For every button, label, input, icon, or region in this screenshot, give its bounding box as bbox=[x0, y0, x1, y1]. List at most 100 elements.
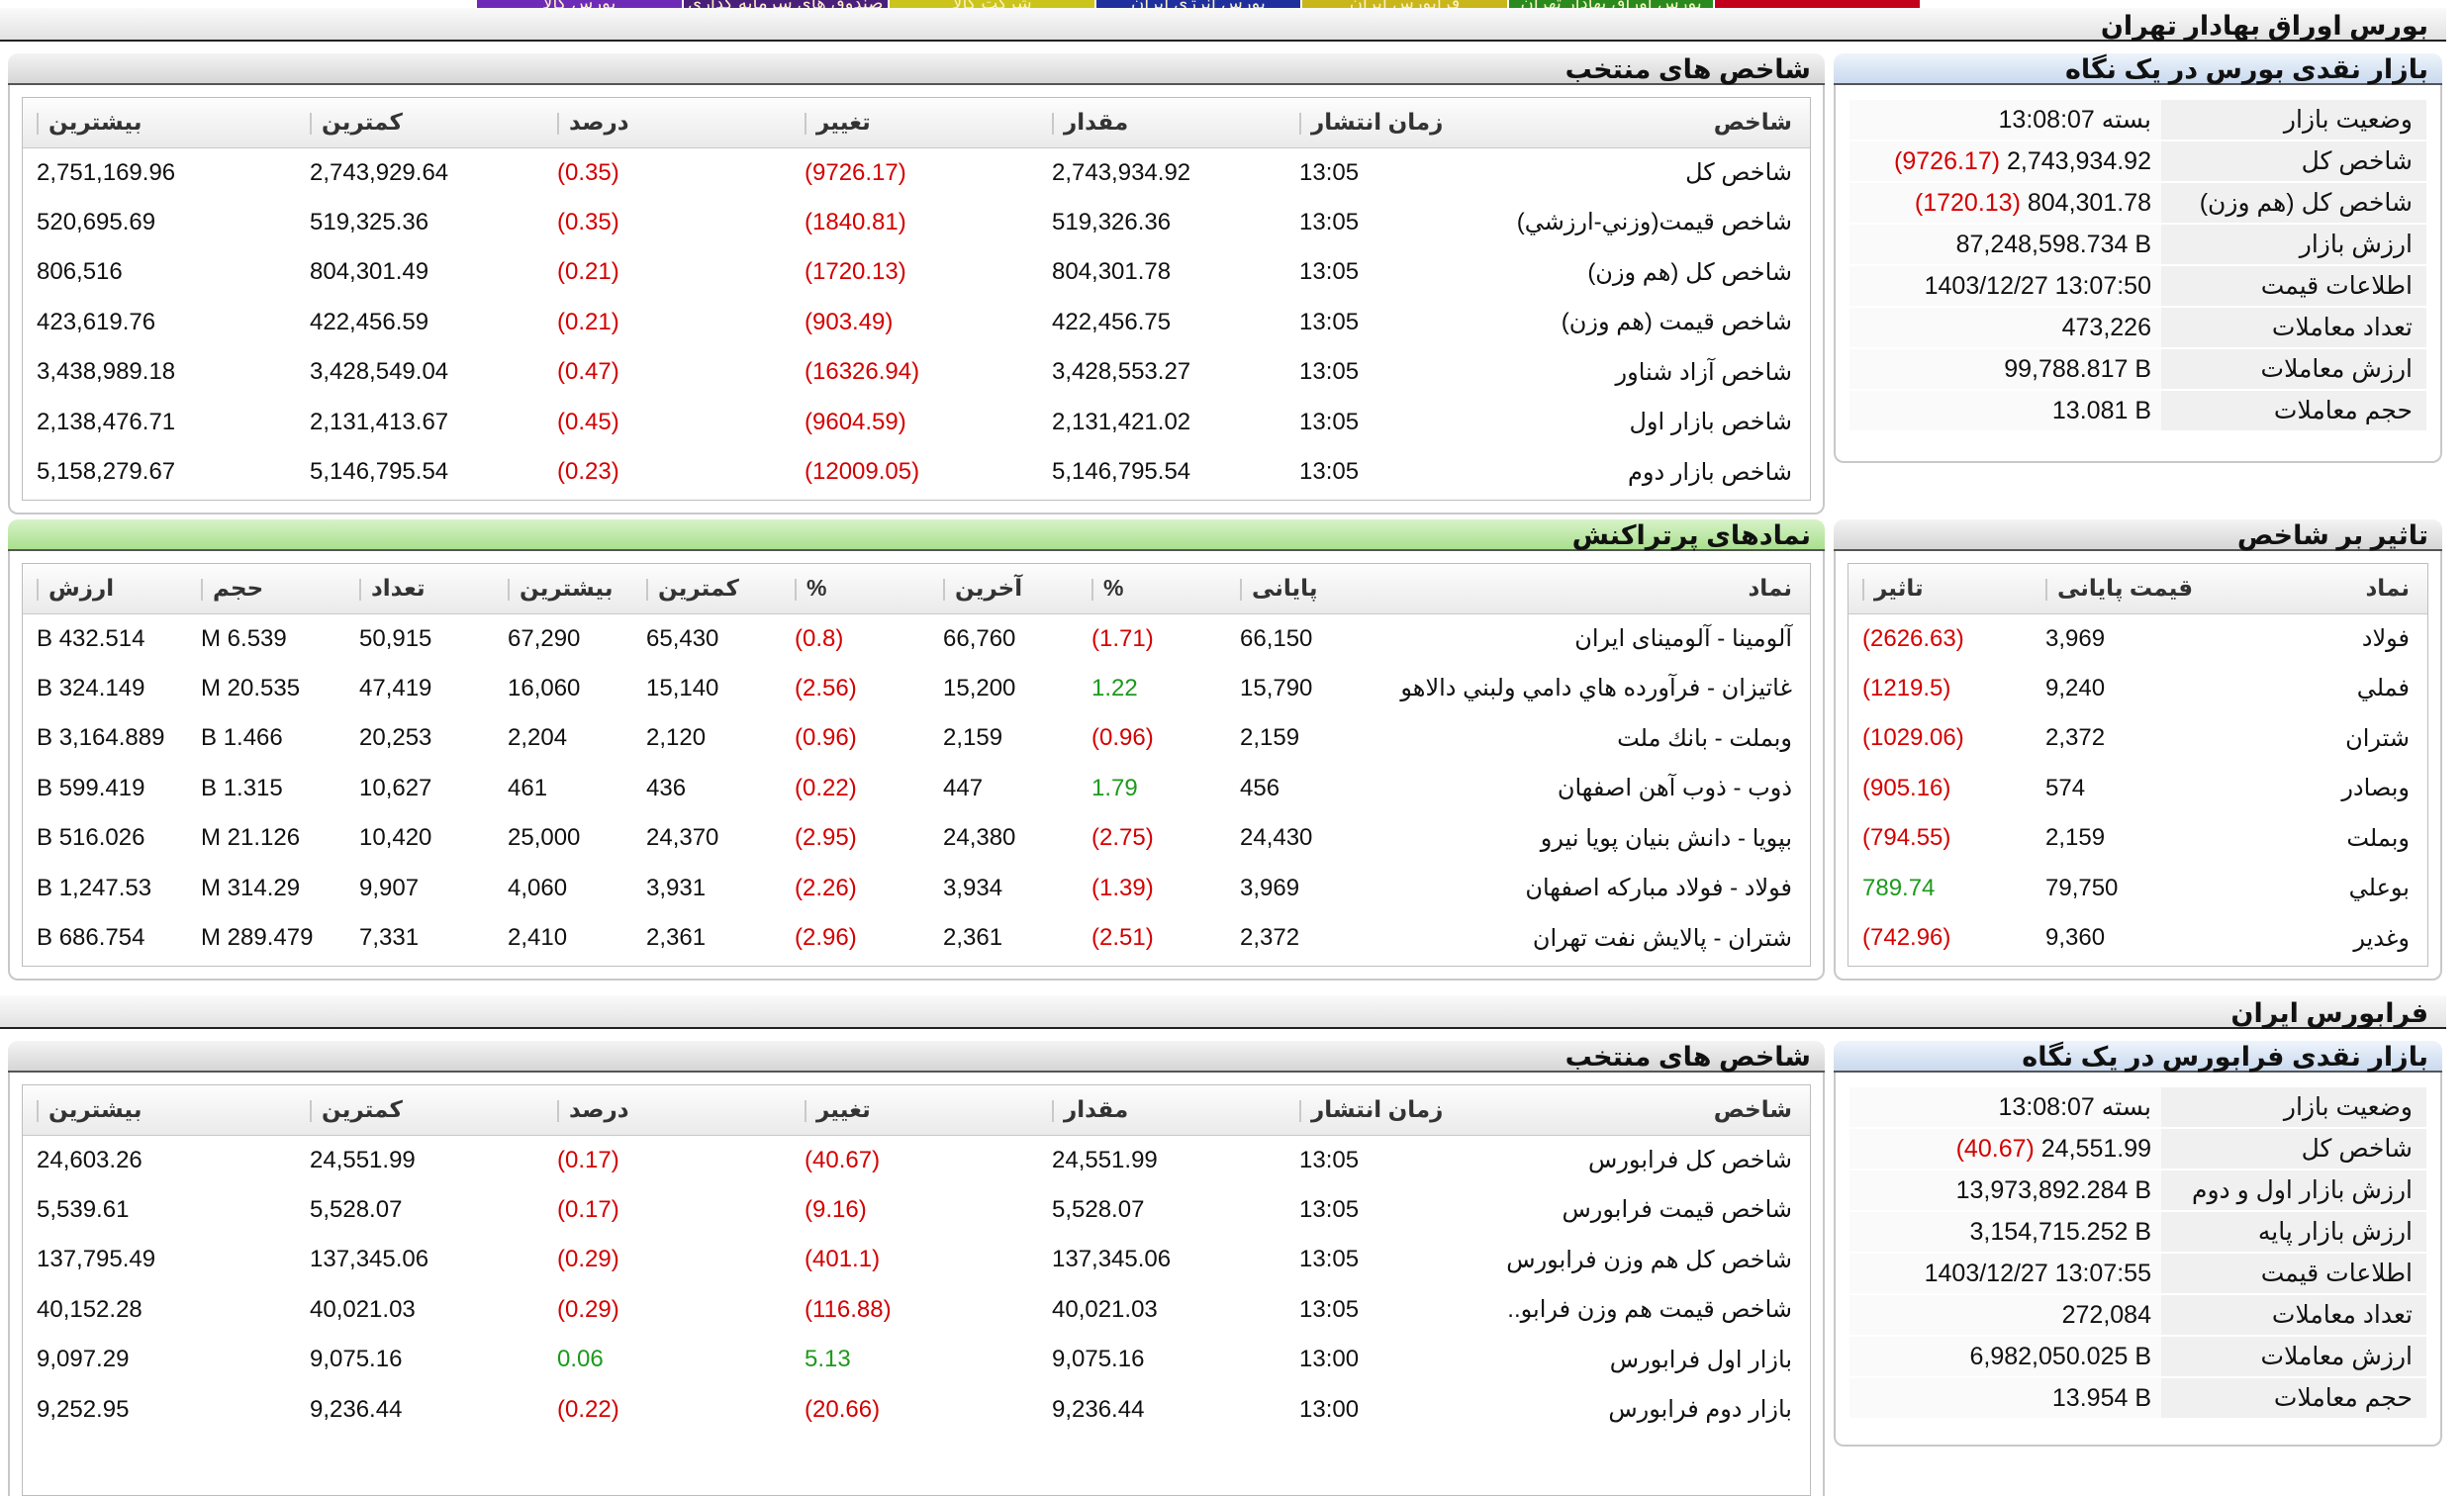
market-tab[interactable]: بورس کالا bbox=[475, 0, 682, 10]
column-header[interactable]: زمان انتشار bbox=[1285, 98, 1473, 148]
index-name[interactable]: بازار اول فرابورس bbox=[1609, 1346, 1792, 1373]
index-name[interactable]: شاخص کل فرابورس bbox=[1588, 1147, 1792, 1173]
index-name[interactable]: شاخص كل (هم وزن) bbox=[1587, 258, 1792, 286]
table-row[interactable]: شاخص قیمت هم وزن فرابو.. 13:05 40,021.03 (1… bbox=[23, 1285, 1810, 1336]
column-header[interactable]: شاخص bbox=[1473, 98, 1810, 148]
column-header[interactable]: آخرین bbox=[929, 564, 1078, 614]
symbol-name[interactable]: شتران - پالايش نفت تهران bbox=[1532, 924, 1792, 952]
symbol-name[interactable]: وبصادر bbox=[2341, 775, 2410, 802]
table-row[interactable]: آلومينا - آلومينای ايران 66,150 (1.71) 66,7… bbox=[23, 613, 1810, 664]
column-header[interactable]: درصد bbox=[543, 1085, 791, 1136]
index-name[interactable]: شاخص كل bbox=[1685, 159, 1792, 186]
last-percent: (0.22) bbox=[795, 774, 857, 801]
index-name[interactable]: شاخص آزاد شناور bbox=[1615, 358, 1792, 386]
symbol-name[interactable]: بپويا - دانش بنيان پويا نيرو bbox=[1540, 824, 1792, 852]
table-row[interactable]: شاخص كل (هم وزن) 13:05 804,301.78 (1720.13)… bbox=[23, 247, 1810, 298]
symbol-name[interactable]: وبملت - بانك ملت bbox=[1617, 724, 1792, 752]
table-row[interactable]: شاخص كل 13:05 2,743,934.92 (9726.17) (0.35) 2… bbox=[23, 147, 1810, 198]
column-header[interactable]: کمترین bbox=[296, 98, 543, 148]
column-header[interactable]: مقدار bbox=[1038, 98, 1285, 148]
column-header[interactable]: بیشترین bbox=[494, 564, 632, 614]
column-header[interactable]: نماد bbox=[1374, 564, 1810, 614]
column-header[interactable]: نماد bbox=[2229, 564, 2427, 614]
column-separator bbox=[359, 579, 361, 602]
impact-table: نماد قیمت پایانی تاثیر فولاد 3,969 (2626.63)… bbox=[1848, 564, 2427, 964]
table-row[interactable]: شاخص قیمت فرابورس 13:05 5,528.07 (9.16) (0.1… bbox=[23, 1185, 1810, 1236]
publish-time: 13:05 bbox=[1299, 208, 1360, 235]
table-row[interactable]: شاخص کل هم وزن فرابورس 13:05 137,345.06 (40… bbox=[23, 1235, 1810, 1285]
column-header[interactable]: تاثیر bbox=[1848, 564, 2032, 614]
symbol-name[interactable]: غاتيزان - فرآورده هاي دامي ولبني دالاهو bbox=[1400, 675, 1792, 702]
last-percent: (2.95) bbox=[795, 824, 857, 852]
column-separator bbox=[37, 1100, 39, 1123]
table-row[interactable]: شتران 2,372 (1029.06) bbox=[1848, 713, 2427, 764]
index-name[interactable]: شاخص قيمت(وزني-ارزشي) bbox=[1516, 209, 1792, 236]
table-row[interactable]: وبصادر 574 (905.16) bbox=[1848, 764, 2427, 814]
table-row[interactable]: فولاد - فولاد مباركه اصفهان 3,969 (1.39) 3,… bbox=[23, 864, 1810, 914]
index-name[interactable]: شاخص کل هم وزن فرابورس bbox=[1506, 1246, 1792, 1273]
index-name[interactable]: شاخص قيمت (هم وزن) bbox=[1561, 309, 1792, 336]
column-header[interactable]: بیشترین bbox=[23, 1085, 296, 1136]
table-row[interactable]: غاتيزان - فرآورده هاي دامي ولبني دالاهو 1… bbox=[23, 664, 1810, 714]
table-row[interactable]: بازار اول فرابورس 13:00 9,075.16 5.13 0.06 9,… bbox=[23, 1335, 1810, 1385]
table-row[interactable]: بپويا - دانش بنيان پويا نيرو 24,430 (2.75)… bbox=[23, 813, 1810, 864]
index-name[interactable]: شاخص بازار اول bbox=[1629, 409, 1792, 436]
table-row[interactable]: شاخص بازار اول 13:05 2,131,421.02 (9604.59)… bbox=[23, 398, 1810, 448]
column-header[interactable]: تغییر bbox=[791, 1085, 1038, 1136]
market-tab[interactable]: فرابورس ایران bbox=[1300, 0, 1507, 10]
column-header[interactable]: کمترین bbox=[632, 564, 781, 614]
index-name[interactable]: شاخص قیمت هم وزن فرابو.. bbox=[1507, 1296, 1792, 1324]
table-row[interactable]: بازار دوم فرابورس 13:00 9,236.44 (20.66) (0.… bbox=[23, 1385, 1810, 1436]
table-row[interactable]: ذوب - ذوب آهن اصفهان 456 1.79 447 (0.22) 436 4… bbox=[23, 764, 1810, 814]
table-row[interactable]: وبملت 2,159 (794.55) bbox=[1848, 813, 2427, 864]
glance-row: شاخص کل (هم وزن) 804,301.78 (1720.13) bbox=[1849, 182, 2426, 224]
table-row[interactable]: بوعلي 79,750 789.74 bbox=[1848, 864, 2427, 914]
symbol-name[interactable]: شتران bbox=[2345, 724, 2410, 752]
table-row[interactable]: شاخص کل فرابورس 13:05 24,551.99 (40.67) (0.1… bbox=[23, 1135, 1810, 1185]
column-header[interactable]: حجم bbox=[187, 564, 345, 614]
fara-indices-title: شاخص های منتخب bbox=[8, 1041, 1825, 1073]
symbol-name[interactable]: وغدير bbox=[2353, 924, 2410, 952]
symbol-name[interactable]: فولاد bbox=[2361, 625, 2410, 652]
market-tab[interactable]: صندوق های سرمایه گذاری bbox=[681, 0, 889, 10]
table-row[interactable]: شاخص قيمت (هم وزن) 13:05 422,456.75 (903.49… bbox=[23, 298, 1810, 348]
column-header[interactable]: پایانی bbox=[1226, 564, 1374, 614]
column-header[interactable]: تغییر bbox=[791, 98, 1038, 148]
column-header[interactable]: % bbox=[781, 564, 929, 614]
column-header[interactable]: زمان انتشار bbox=[1285, 1085, 1473, 1136]
column-header[interactable]: ارزش bbox=[23, 564, 187, 614]
index-name[interactable]: شاخص بازار دوم bbox=[1628, 458, 1792, 486]
column-header[interactable]: قیمت پایانی bbox=[2032, 564, 2229, 614]
table-row[interactable]: شاخص قيمت(وزني-ارزشي) 13:05 519,326.36 (184… bbox=[23, 198, 1810, 248]
symbol-name[interactable]: ذوب - ذوب آهن اصفهان bbox=[1557, 775, 1792, 802]
index-name[interactable]: شاخص قیمت فرابورس bbox=[1562, 1196, 1793, 1224]
table-row[interactable]: شاخص آزاد شناور 13:05 3,428,553.27 (16326.9… bbox=[23, 347, 1810, 398]
market-tab[interactable]: شرکت کالا bbox=[888, 0, 1094, 10]
column-header[interactable]: کمترین bbox=[296, 1085, 543, 1136]
symbol-name[interactable]: وبملت bbox=[2346, 824, 2410, 852]
table-row[interactable]: فملي 9,240 (1219.5) bbox=[1848, 664, 2427, 714]
index-percent: (0.29) bbox=[557, 1246, 619, 1273]
market-tab[interactable] bbox=[1713, 0, 1920, 10]
market-tab[interactable]: بورس اوراق بهادار تهران bbox=[1506, 0, 1714, 10]
column-header[interactable]: شاخص bbox=[1473, 1085, 1810, 1136]
symbol-name[interactable]: فولاد - فولاد مباركه اصفهان bbox=[1525, 875, 1792, 902]
table-row[interactable]: وغدير 9,360 (742.96) bbox=[1848, 913, 2427, 964]
glance-label: تعداد معاملات bbox=[2161, 307, 2426, 347]
column-header[interactable]: تعداد bbox=[345, 564, 494, 614]
column-header[interactable]: بیشترین bbox=[23, 98, 296, 148]
column-header-label: کمترین bbox=[658, 575, 739, 602]
table-row[interactable]: فولاد 3,969 (2626.63) bbox=[1848, 613, 2427, 664]
column-header[interactable]: % bbox=[1078, 564, 1226, 614]
symbol-name[interactable]: فملي bbox=[2356, 675, 2410, 702]
symbol-name[interactable]: بوعلي bbox=[2348, 875, 2410, 902]
column-header[interactable]: مقدار bbox=[1038, 1085, 1285, 1136]
table-row[interactable]: شاخص بازار دوم 13:05 5,146,795.54 (12009.05… bbox=[23, 447, 1810, 498]
index-name[interactable]: بازار دوم فرابورس bbox=[1608, 1396, 1792, 1424]
symbol-name[interactable]: آلومينا - آلومينای ايران bbox=[1574, 625, 1792, 652]
column-header[interactable]: درصد bbox=[543, 98, 791, 148]
table-row[interactable]: وبملت - بانك ملت 2,159 (0.96) 2,159 (0.96) 2,… bbox=[23, 713, 1810, 764]
market-tab[interactable]: بورس انرژی ایران bbox=[1093, 0, 1301, 10]
index-value: 9,236.44 bbox=[1052, 1395, 1145, 1423]
table-row[interactable]: شتران - پالايش نفت تهران 2,372 (2.51) 2,361… bbox=[23, 913, 1810, 964]
